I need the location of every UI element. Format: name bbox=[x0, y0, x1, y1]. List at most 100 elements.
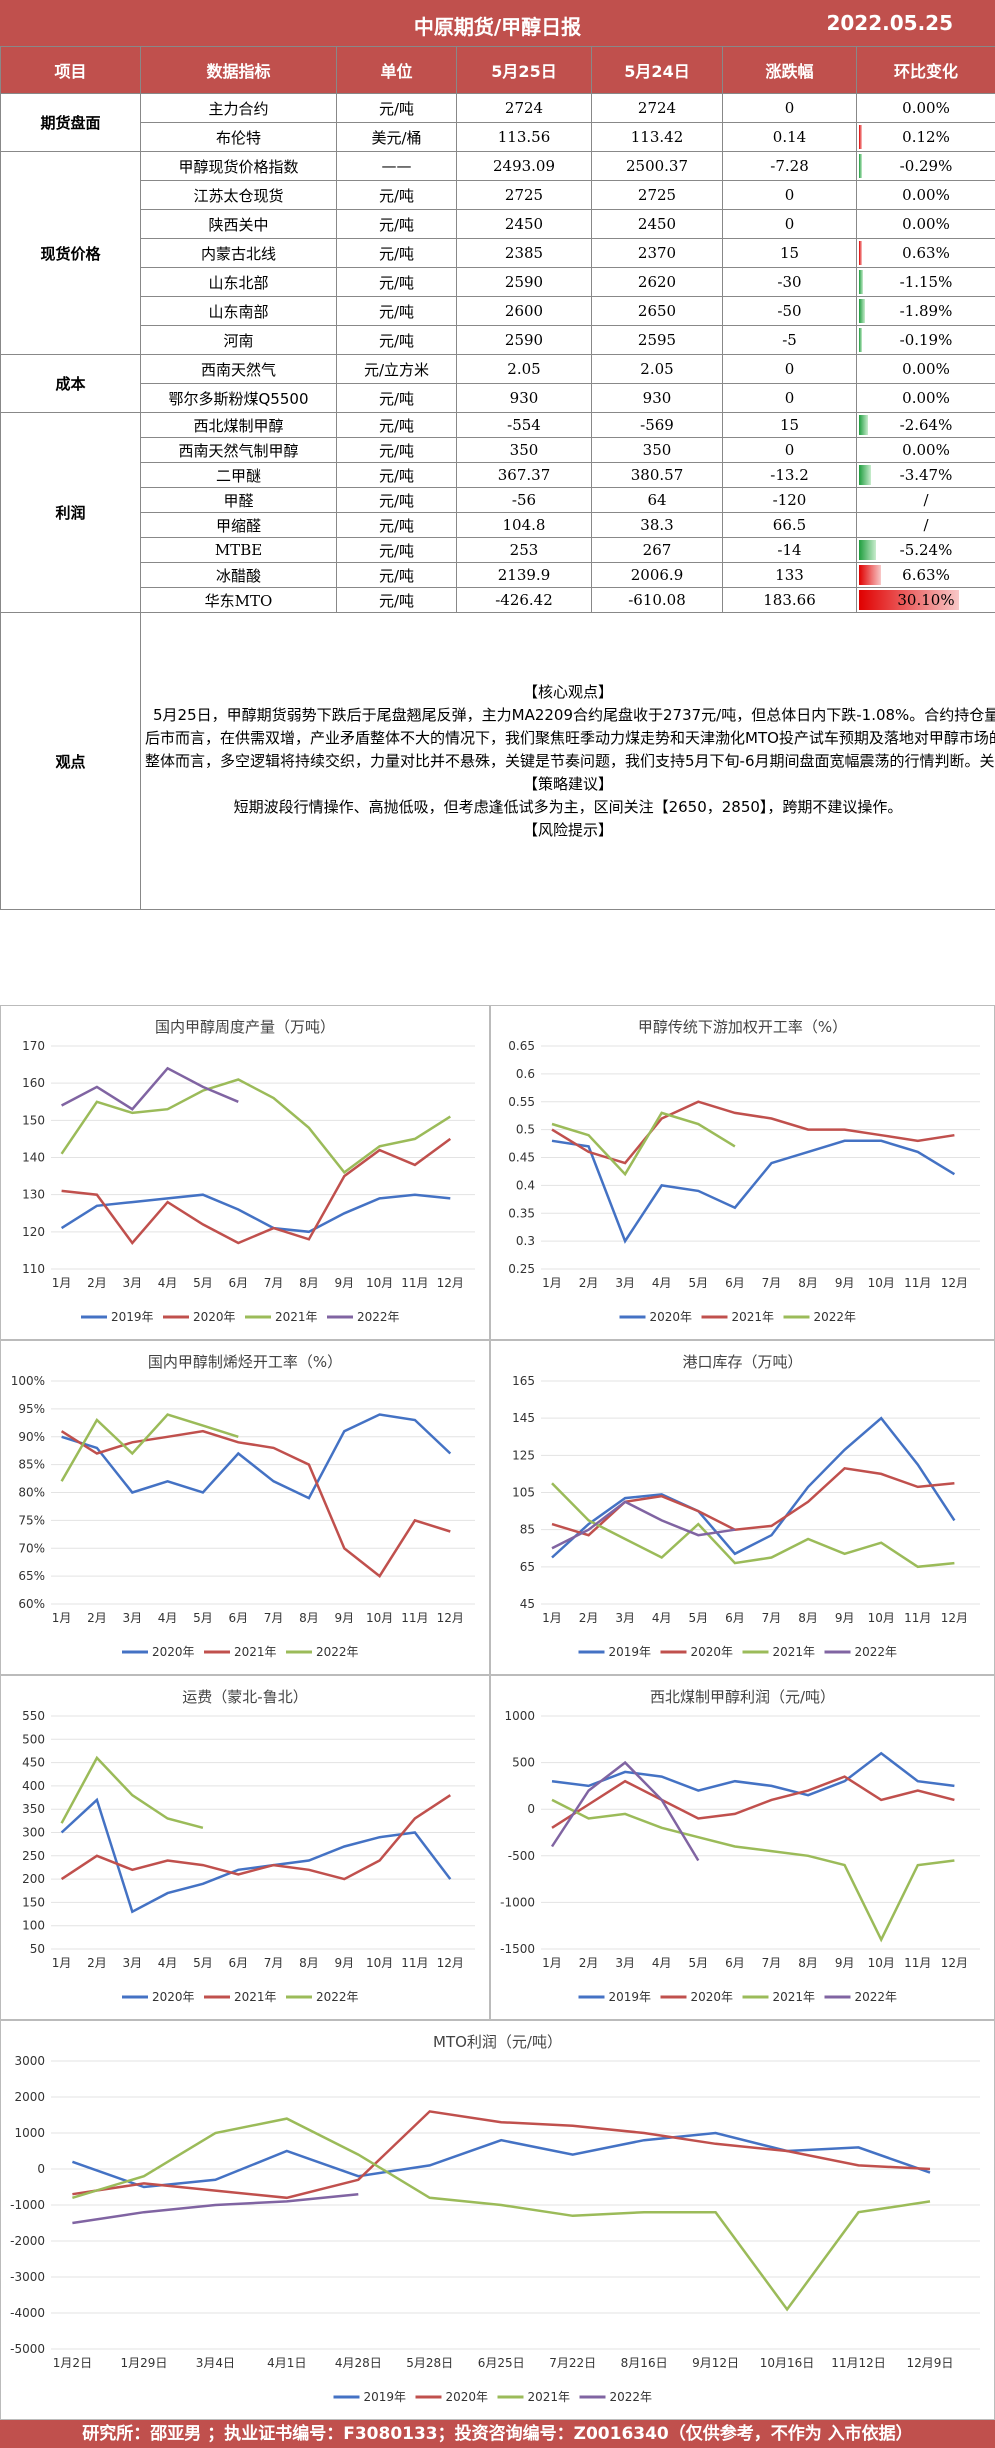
cell-v1: -56 bbox=[456, 487, 592, 513]
x-tick-label: 5月 bbox=[688, 1611, 708, 1625]
cell-indicator: 西北煤制甲醇 bbox=[140, 412, 337, 438]
cell-v1: 2139.9 bbox=[456, 562, 592, 588]
x-tick-label: 1月 bbox=[542, 1276, 562, 1290]
series-line bbox=[551, 1466, 955, 1537]
table-row: 西南天然气制甲醇 元/吨 350 350 0 0.00% bbox=[1, 437, 995, 463]
series-line bbox=[60, 1193, 451, 1234]
cell-v2: -569 bbox=[591, 412, 723, 438]
y-tick-label: 1000 bbox=[14, 2126, 45, 2140]
y-tick-label: 85 bbox=[520, 1523, 535, 1537]
legend-label: 2022年 bbox=[357, 1310, 400, 1324]
y-tick-label: 150 bbox=[22, 1895, 45, 1909]
cell-unit: 元/吨 bbox=[336, 267, 457, 297]
column-header: 环比变化 bbox=[856, 46, 995, 94]
cell-pct-change: 0.12% bbox=[856, 122, 995, 152]
observation-paragraph: 【风险提示】 bbox=[522, 820, 613, 839]
cell-unit: 元/吨 bbox=[336, 209, 457, 239]
cell-indicator: 甲醛 bbox=[140, 487, 337, 513]
x-tick-label: 4月28日 bbox=[335, 2356, 382, 2370]
cell-change: -30 bbox=[722, 267, 857, 297]
x-tick-label: 10月 bbox=[868, 1956, 895, 1970]
y-tick-label: 75% bbox=[18, 1513, 45, 1527]
x-tick-label: 6月 bbox=[725, 1611, 745, 1625]
chart-svg: 国内甲醇制烯烃开工率（%） 60% 65% 70% 75% 80% 85% 90% 95% 100… bbox=[11, 1353, 475, 1659]
column-header: 5月25日 bbox=[456, 46, 592, 94]
table-row: 鄂尔多斯粉煤Q5500 元/吨 930 930 0 0.00% bbox=[1, 383, 995, 413]
legend-label: 2021年 bbox=[234, 1645, 277, 1659]
pct-text: 0.00% bbox=[902, 360, 950, 378]
y-tick-label: 110 bbox=[22, 1262, 45, 1276]
series-line bbox=[551, 1139, 956, 1244]
chart-title: MTO利润（元/吨） bbox=[433, 2033, 562, 2051]
pct-text: -1.89% bbox=[899, 302, 953, 320]
series-line bbox=[61, 1066, 239, 1111]
y-tick-label: 0.25 bbox=[508, 1262, 535, 1276]
x-tick-label: 12月 bbox=[437, 1611, 464, 1625]
change-bar bbox=[859, 125, 862, 149]
x-tick-label: 7月 bbox=[264, 1276, 284, 1290]
cell-pct-change: 0.00% bbox=[856, 209, 995, 239]
cell-change: 66.5 bbox=[722, 512, 857, 538]
series-line bbox=[60, 1794, 451, 1881]
x-tick-label: 5月 bbox=[688, 1276, 708, 1290]
legend-label: 2022年 bbox=[855, 1645, 898, 1659]
y-tick-label: 400 bbox=[22, 1779, 45, 1793]
pct-text: -3.47% bbox=[899, 466, 953, 484]
table-row: 利润 西北煤制甲醇 元/吨 -554 -569 15 -2.64% bbox=[0, 412, 995, 613]
observation-paragraph: 5月25日，甲醇期货弱势下跌后于尾盘翘尾反弹，主力MA2209合约尾盘收于273… bbox=[153, 705, 995, 724]
y-tick-label: -3000 bbox=[10, 2270, 45, 2284]
cell-unit: 元/吨 bbox=[336, 587, 457, 613]
cell-v2: 267 bbox=[591, 537, 723, 563]
table-row: 山东南部 元/吨 2600 2650 -50 -1.89% bbox=[1, 296, 995, 326]
cell-v1: 104.8 bbox=[456, 512, 592, 538]
x-tick-label: 3月 bbox=[122, 1956, 142, 1970]
y-tick-label: 0.65 bbox=[508, 1039, 535, 1053]
series-line bbox=[60, 1078, 451, 1175]
cell-pct-change: 0.63% bbox=[856, 238, 995, 268]
x-tick-label: 5月 bbox=[193, 1276, 213, 1290]
y-tick-label: 3000 bbox=[14, 2054, 45, 2068]
y-tick-label: 0.45 bbox=[508, 1151, 535, 1165]
cell-v1: 350 bbox=[456, 437, 592, 463]
x-tick-label: 2月 bbox=[579, 1956, 599, 1970]
x-tick-label: 5月 bbox=[193, 1956, 213, 1970]
x-tick-label: 8月 bbox=[299, 1956, 319, 1970]
x-tick-label: 10月 bbox=[366, 1276, 393, 1290]
legend-label: 2022年 bbox=[855, 1990, 898, 2004]
x-tick-label: 11月 bbox=[904, 1276, 931, 1290]
x-tick-label: 10月 bbox=[868, 1276, 895, 1290]
x-tick-label: 2月 bbox=[579, 1276, 599, 1290]
cell-pct-change: 0.00% bbox=[856, 383, 995, 413]
cell-v2: 2724 bbox=[591, 93, 723, 123]
cell-v1: 2.05 bbox=[456, 354, 592, 384]
legend-label: 2020年 bbox=[152, 1990, 195, 2004]
y-tick-label: 500 bbox=[22, 1732, 45, 1746]
cell-v1: 113.56 bbox=[456, 122, 592, 152]
pct-text: 0.63% bbox=[902, 244, 950, 262]
y-tick-label: 120 bbox=[22, 1225, 45, 1239]
cell-pct-change: -1.15% bbox=[856, 267, 995, 297]
pct-text: 0.00% bbox=[902, 99, 950, 117]
y-tick-label: 0 bbox=[527, 1802, 535, 1816]
y-tick-label: 450 bbox=[22, 1756, 45, 1770]
observation-paragraph: 短期波段行情操作、高抛低吸，但考虑逢低试多为主，区间关注【2650，2850】，… bbox=[233, 797, 903, 816]
y-tick-label: 2000 bbox=[14, 2090, 45, 2104]
x-tick-label: 9月 bbox=[334, 1276, 354, 1290]
y-tick-label: 350 bbox=[22, 1802, 45, 1816]
y-tick-label: 0.5 bbox=[516, 1123, 535, 1137]
x-tick-label: 3月 bbox=[615, 1611, 635, 1625]
change-bar bbox=[859, 154, 862, 178]
x-tick-label: 12月 bbox=[941, 1276, 968, 1290]
y-tick-label: 145 bbox=[512, 1411, 535, 1425]
legend-label: 2022年 bbox=[610, 2390, 653, 2404]
table-row: 华东MTO 元/吨 -426.42 -610.08 183.66 30.10% bbox=[1, 587, 995, 613]
x-tick-label: 7月 bbox=[762, 1611, 782, 1625]
table-row: 冰醋酸 元/吨 2139.9 2006.9 133 6.63% bbox=[1, 562, 995, 588]
legend-label: 2022年 bbox=[316, 1645, 359, 1659]
x-tick-label: 12月 bbox=[941, 1956, 968, 1970]
y-tick-label: 0.3 bbox=[516, 1234, 535, 1248]
x-tick-label: 12月 bbox=[437, 1956, 464, 1970]
chart-svg: 港口库存（万吨） 45 65 85 105 125 145 165 1月 2月 3月 4月 5月 6月 7月… bbox=[512, 1353, 980, 1659]
cell-unit: 元/吨 bbox=[336, 462, 457, 488]
cell-v2: 64 bbox=[591, 487, 723, 513]
